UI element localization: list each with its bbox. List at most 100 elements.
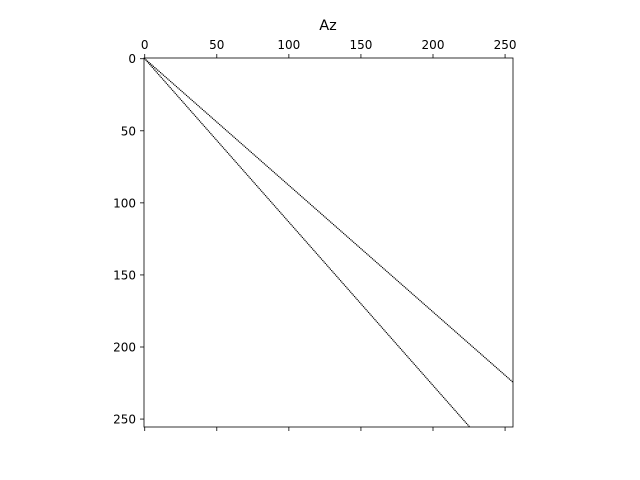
- nonzero-point: [416, 297, 418, 299]
- nonzero-point: [249, 177, 251, 179]
- nonzero-point: [146, 61, 148, 63]
- nonzero-point: [187, 96, 189, 98]
- nonzero-point: [366, 253, 368, 255]
- nonzero-point: [423, 375, 426, 377]
- nonzero-point: [384, 330, 386, 332]
- nonzero-point: [289, 186, 291, 188]
- nonzero-point: [364, 307, 366, 309]
- nonzero-point: [471, 345, 473, 347]
- nonzero-point: [511, 381, 513, 383]
- nonzero-point: [268, 199, 270, 201]
- nonzero-point: [286, 183, 289, 185]
- nonzero-point: [451, 327, 453, 330]
- nonzero-point: [324, 262, 326, 264]
- nonzero-point: [276, 174, 278, 176]
- nonzero-point: [323, 261, 325, 263]
- nonzero-point: [338, 229, 340, 231]
- nonzero-point: [144, 58, 146, 60]
- nonzero-point: [287, 221, 290, 223]
- nonzero-point: [203, 110, 205, 112]
- nonzero-point: [381, 327, 384, 329]
- nonzero-point: [343, 284, 345, 286]
- nonzero-point: [183, 92, 185, 94]
- nonzero-point: [237, 140, 240, 142]
- nonzero-point: [331, 270, 333, 272]
- nonzero-point: [301, 236, 304, 239]
- nonzero-point: [275, 173, 277, 175]
- nonzero-point: [336, 275, 338, 277]
- nonzero-point: [160, 76, 162, 79]
- nonzero-point: [383, 268, 385, 270]
- nonzero-point: [309, 203, 312, 205]
- x-tick-label: 150: [349, 38, 372, 52]
- nonzero-point: [273, 205, 276, 207]
- nonzero-point: [202, 124, 204, 126]
- nonzero-point: [385, 331, 387, 334]
- nonzero-point: [495, 367, 498, 369]
- nonzero-point: [175, 94, 178, 96]
- nonzero-point: [404, 353, 407, 355]
- nonzero-point: [267, 197, 269, 200]
- nonzero-point: [239, 141, 241, 143]
- nonzero-point: [318, 255, 320, 257]
- nonzero-point: [363, 250, 365, 252]
- nonzero-point: [439, 317, 441, 319]
- nonzero-point: [204, 111, 206, 113]
- nonzero-point: [469, 344, 472, 346]
- nonzero-point: [277, 209, 279, 211]
- nonzero-point: [481, 354, 483, 356]
- nonzero-point: [374, 260, 376, 262]
- nonzero-point: [305, 199, 307, 202]
- nonzero-point: [396, 279, 398, 281]
- nonzero-point: [454, 409, 456, 412]
- nonzero-point: [488, 360, 490, 362]
- nonzero-point: [454, 330, 456, 332]
- nonzero-point: [262, 161, 264, 164]
- nonzero-point: [201, 108, 203, 110]
- nonzero-point: [281, 178, 283, 180]
- nonzero-point: [328, 220, 330, 222]
- nonzero-point: [357, 300, 359, 302]
- nonzero-point: [159, 75, 161, 77]
- nonzero-point: [425, 305, 427, 307]
- nonzero-point: [446, 401, 449, 403]
- nonzero-point: [245, 173, 248, 175]
- nonzero-point: [273, 172, 276, 174]
- nonzero-point: [318, 211, 320, 213]
- nonzero-point: [179, 98, 181, 100]
- series-0: [144, 58, 513, 383]
- nonzero-point: [503, 373, 505, 375]
- nonzero-point: [198, 120, 201, 122]
- nonzero-point: [348, 290, 351, 292]
- y-tick-label: 50: [121, 124, 136, 138]
- nonzero-point: [285, 218, 287, 220]
- nonzero-point: [465, 422, 468, 424]
- nonzero-point: [256, 156, 258, 159]
- nonzero-point: [329, 268, 332, 270]
- data-marks: [144, 58, 513, 427]
- nonzero-point: [257, 186, 259, 188]
- nonzero-point: [303, 238, 305, 240]
- nonzero-point: [167, 78, 169, 80]
- nonzero-point: [272, 170, 274, 173]
- nonzero-point: [270, 200, 272, 203]
- x-tick-label: 250: [494, 38, 517, 52]
- nonzero-point: [248, 176, 250, 178]
- nonzero-point: [235, 161, 237, 164]
- nonzero-point: [332, 223, 335, 226]
- nonzero-point: [281, 213, 283, 215]
- nonzero-point: [415, 365, 417, 367]
- nonzero-point: [370, 256, 372, 259]
- nonzero-point: [266, 196, 268, 198]
- nonzero-point: [373, 259, 375, 261]
- nonzero-point: [279, 177, 281, 179]
- nonzero-point: [278, 175, 280, 178]
- nonzero-point: [226, 151, 228, 154]
- nonzero-point: [270, 169, 273, 171]
- nonzero-point: [230, 134, 232, 136]
- nonzero-point: [468, 425, 470, 427]
- nonzero-point: [149, 63, 152, 65]
- nonzero-point: [253, 182, 255, 184]
- nonzero-point: [265, 164, 267, 166]
- nonzero-point: [399, 347, 401, 350]
